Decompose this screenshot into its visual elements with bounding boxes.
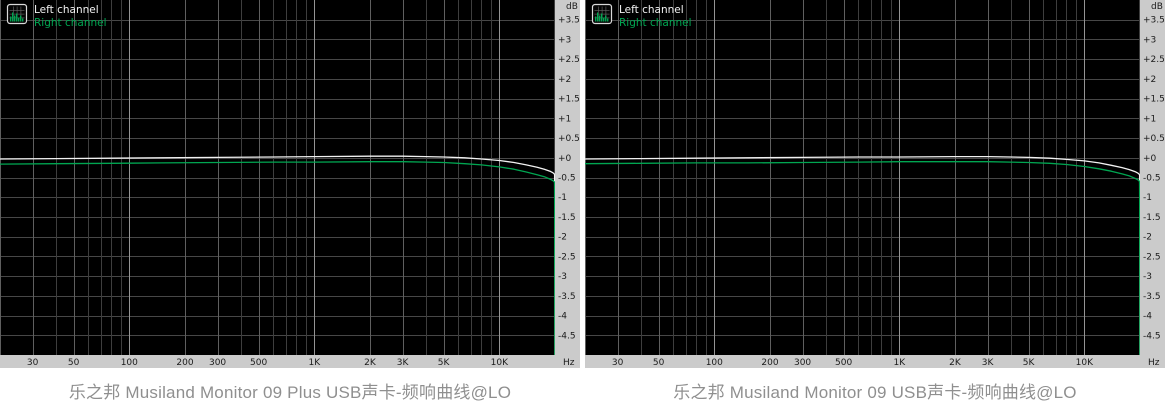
x-tick-label: 500 [835, 358, 852, 368]
y-axis-labels: dB +3.5 +3 +2.5 +2 +1.5 +1 +0.5 +0 -0.5 -1 -1.5 -2 -2… [558, 2, 580, 341]
y-tick-label: +3.5 [558, 16, 580, 26]
x-tick-label: 50 [68, 358, 80, 368]
frequency-response-chart: dB +3.5 +3 +2.5 +2 +1.5 +1 +0.5 +0 -0.5 -1 -1.5 -2 -2… [0, 0, 580, 368]
y-tick-label: -1 [558, 193, 567, 203]
y-tick-label: -3 [558, 272, 567, 282]
y-tick-label: -2.5 [558, 252, 576, 262]
y-tick-label: -4 [558, 312, 567, 322]
curves [585, 155, 1140, 355]
curve-right-channel [585, 161, 1140, 355]
x-tick-label: 10K [1076, 358, 1094, 368]
legend-label-right-channel: Right channel [619, 17, 692, 29]
y-tick-label: -4 [1143, 312, 1152, 322]
y-tick-label: -1 [1143, 193, 1152, 203]
x-axis-labels: 30 50 100 200 300 500 1K 2K 3K 5K 10K Hz [27, 358, 575, 368]
chart-panel-monitor-09-plus: dB +3.5 +3 +2.5 +2 +1.5 +1 +0.5 +0 -0.5 -1 -1.5 -2 -2… [0, 0, 580, 403]
legend-label-left-channel: Left channel [619, 4, 684, 16]
x-tick-label: 5K [438, 358, 451, 368]
y-tick-label: -4.5 [1143, 331, 1161, 341]
x-tick-label: 100 [121, 358, 138, 368]
y-tick-label: +1.5 [558, 95, 580, 105]
x-tick-label: 5K [1023, 358, 1036, 368]
grid [0, 0, 555, 355]
y-axis-unit: dB [1151, 2, 1163, 12]
x-tick-label: 1K [893, 358, 906, 368]
x-tick-label: 30 [27, 358, 39, 368]
y-tick-label: -2 [1143, 233, 1152, 243]
x-axis-unit: Hz [1148, 358, 1160, 368]
y-axis-strip [1140, 0, 1165, 368]
y-tick-label: -3.5 [558, 292, 576, 302]
y-axis-labels: dB +3.5 +3 +2.5 +2 +1.5 +1 +0.5 +0 -0.5 -1 -1.5 -2 -2… [1143, 2, 1165, 341]
x-tick-label: 30 [612, 358, 624, 368]
y-tick-label: -3.5 [1143, 292, 1161, 302]
y-tick-label: +0 [558, 154, 572, 164]
x-tick-label: 200 [176, 358, 193, 368]
y-tick-label: -2 [558, 233, 567, 243]
y-axis-strip [555, 0, 580, 368]
x-axis-unit: Hz [563, 358, 575, 368]
y-tick-label: -3 [1143, 272, 1152, 282]
y-tick-label: +2.5 [1143, 55, 1165, 65]
x-tick-label: 3K [982, 358, 995, 368]
y-tick-label: +0.5 [558, 134, 580, 144]
y-tick-label: +1.5 [1143, 95, 1165, 105]
x-axis-strip [0, 355, 555, 368]
chart-caption: 乐之邦 Musiland Monitor 09 USB声卡-频响曲线@LO [673, 383, 1077, 402]
y-tick-label: +1 [558, 114, 571, 124]
curves [0, 155, 555, 355]
chart-caption: 乐之邦 Musiland Monitor 09 Plus USB声卡-频响曲线@… [68, 383, 512, 402]
y-tick-label: -0.5 [1143, 174, 1161, 184]
x-tick-label: 200 [761, 358, 778, 368]
y-axis-unit: dB [566, 2, 578, 12]
x-tick-label: 2K [949, 358, 962, 368]
curve-left-channel [585, 155, 1140, 355]
y-tick-label: +0.5 [1143, 134, 1165, 144]
y-tick-label: +2.5 [558, 55, 580, 65]
y-tick-label: +3 [1143, 35, 1156, 45]
chart-svg: dB +3.5 +3 +2.5 +2 +1.5 +1 +0.5 +0 -0.5 -1 -1.5 -2 -2… [0, 0, 580, 368]
y-tick-label: +0 [1143, 154, 1157, 164]
curve-left-channel [0, 155, 555, 355]
x-tick-label: 500 [250, 358, 267, 368]
chart-svg: dB +3.5 +3 +2.5 +2 +1.5 +1 +0.5 +0 -0.5 -1 -1.5 -2 -2… [585, 0, 1165, 368]
curve-right-channel [0, 161, 555, 355]
y-tick-label: -1.5 [1143, 213, 1161, 223]
y-tick-label: +3 [558, 35, 571, 45]
y-tick-label: +2 [558, 75, 571, 85]
x-tick-label: 10K [491, 358, 509, 368]
spectrum-analyzer-icon [591, 3, 613, 25]
y-tick-label: -2.5 [1143, 252, 1161, 262]
x-axis-strip [585, 355, 1140, 368]
spectrum-analyzer-icon [6, 3, 28, 25]
x-axis-labels: 30 50 100 200 300 500 1K 2K 3K 5K 10K Hz [612, 358, 1160, 368]
x-tick-label: 100 [706, 358, 723, 368]
y-tick-label: -4.5 [558, 331, 576, 341]
x-tick-label: 300 [794, 358, 811, 368]
x-tick-label: 300 [209, 358, 226, 368]
x-tick-label: 1K [308, 358, 321, 368]
y-tick-label: +3.5 [1143, 16, 1165, 26]
legend-label-left-channel: Left channel [34, 4, 99, 16]
legend-label-right-channel: Right channel [34, 17, 107, 29]
y-tick-label: +1 [1143, 114, 1156, 124]
x-tick-label: 50 [653, 358, 665, 368]
frequency-response-chart: dB +3.5 +3 +2.5 +2 +1.5 +1 +0.5 +0 -0.5 -1 -1.5 -2 -2… [585, 0, 1165, 368]
y-tick-label: -0.5 [558, 174, 576, 184]
y-tick-label: -1.5 [558, 213, 576, 223]
x-tick-label: 2K [364, 358, 377, 368]
chart-panel-monitor-09: dB +3.5 +3 +2.5 +2 +1.5 +1 +0.5 +0 -0.5 -1 -1.5 -2 -2… [585, 0, 1165, 403]
x-tick-label: 3K [397, 358, 410, 368]
y-tick-label: +2 [1143, 75, 1156, 85]
